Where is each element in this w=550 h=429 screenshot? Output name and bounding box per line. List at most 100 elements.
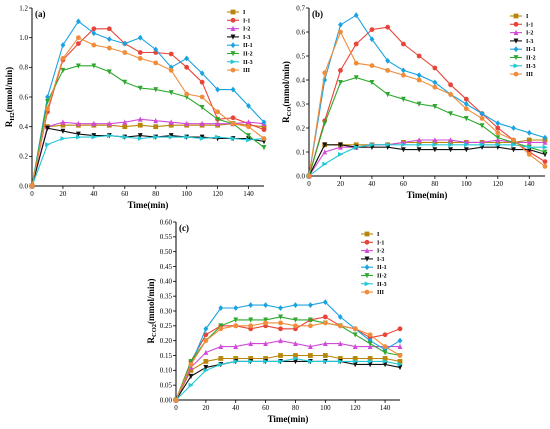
data-point xyxy=(278,337,283,344)
data-point xyxy=(203,349,209,355)
y-tick-label: 1.2 xyxy=(19,4,28,12)
y-tick-label: 0.4 xyxy=(296,76,305,84)
data-point xyxy=(495,120,501,127)
data-point xyxy=(248,317,254,323)
data-point xyxy=(60,122,66,128)
y-tick-label: 0.4 xyxy=(19,123,28,131)
data-point xyxy=(106,45,112,51)
legend-entry: I xyxy=(377,232,380,238)
data-point xyxy=(416,77,422,83)
x-tick-label: 0 xyxy=(307,180,311,188)
data-point xyxy=(416,147,422,153)
data-point xyxy=(308,302,313,308)
data-point xyxy=(448,82,453,88)
legend-entry: I-3 xyxy=(243,35,250,41)
data-point xyxy=(367,341,373,347)
legend-entry: II-3 xyxy=(377,282,387,288)
data-point xyxy=(91,26,97,32)
data-point xyxy=(397,337,403,344)
data-point xyxy=(352,359,358,364)
data-point xyxy=(448,92,453,97)
data-point xyxy=(106,36,112,43)
data-point xyxy=(353,75,359,81)
data-point xyxy=(45,99,50,105)
data-point xyxy=(153,60,159,66)
data-point xyxy=(293,340,298,347)
data-point xyxy=(479,123,485,129)
data-point xyxy=(448,147,453,153)
series-line-I-1 xyxy=(308,26,546,177)
y-tick-label: 0.0 xyxy=(19,182,28,190)
y-axis-title: RH2(mmol/min) xyxy=(4,67,16,127)
data-point xyxy=(463,116,469,122)
series-I-3 xyxy=(29,125,267,189)
x-tick-label: 60 xyxy=(262,404,270,412)
data-point xyxy=(338,80,343,86)
data-point xyxy=(91,63,97,69)
data-point xyxy=(542,164,548,169)
series-I-3 xyxy=(306,142,548,179)
data-point xyxy=(106,26,112,32)
data-point xyxy=(184,134,190,140)
data-point xyxy=(215,86,220,93)
data-point xyxy=(353,12,359,19)
data-point xyxy=(308,353,313,358)
axis-frame xyxy=(31,8,264,187)
legend-marker xyxy=(513,46,519,53)
data-point xyxy=(542,139,548,145)
data-point xyxy=(60,128,66,134)
data-point xyxy=(137,133,143,139)
series-line-II-1 xyxy=(308,14,546,177)
data-point xyxy=(416,72,422,79)
data-point xyxy=(322,77,328,83)
data-point xyxy=(230,115,236,121)
legend-entry: II-2 xyxy=(243,52,253,58)
data-point xyxy=(230,136,236,141)
y-tick-label: 0.15 xyxy=(160,352,173,360)
data-point xyxy=(278,359,284,364)
data-point xyxy=(526,129,532,136)
data-point xyxy=(416,142,422,148)
data-point xyxy=(401,41,406,47)
panel-label: (c) xyxy=(179,223,189,233)
data-point xyxy=(322,320,328,326)
data-point xyxy=(401,142,407,148)
data-point xyxy=(495,135,501,141)
data-point xyxy=(137,85,143,91)
series-line-I-3 xyxy=(175,360,401,401)
data-point xyxy=(91,30,97,37)
data-point xyxy=(432,137,438,143)
series-line-II-2 xyxy=(308,77,546,177)
data-point xyxy=(397,326,403,332)
y-tick-label: 0.50 xyxy=(160,248,173,256)
x-tick-label: 80 xyxy=(292,404,300,412)
data-point xyxy=(278,314,283,320)
data-point xyxy=(230,86,236,93)
legend-marker xyxy=(513,13,519,19)
data-point xyxy=(382,344,388,349)
x-tick-label: 140 xyxy=(380,404,391,412)
data-point xyxy=(463,106,469,112)
data-point xyxy=(122,119,128,125)
series-line-III xyxy=(31,37,265,187)
legend-entry: II-1 xyxy=(526,47,536,53)
data-point xyxy=(353,60,359,66)
y-tick-label: 0.3 xyxy=(296,100,305,108)
data-point xyxy=(168,134,174,140)
panel-label: (a) xyxy=(35,9,46,19)
legend-entry: I-2 xyxy=(243,27,250,33)
y-axis-title: RCO2(mmol/min) xyxy=(146,279,158,344)
data-point xyxy=(322,299,328,305)
legend-marker xyxy=(513,29,519,35)
series-line-II-2 xyxy=(175,316,401,401)
data-point xyxy=(463,101,469,107)
series-line-I xyxy=(175,354,401,401)
data-point xyxy=(338,21,343,28)
series-III xyxy=(173,320,403,403)
series-line-I-2 xyxy=(308,139,545,177)
data-point xyxy=(76,120,81,127)
x-tick-label: 120 xyxy=(493,180,504,188)
y-tick-label: 0.0 xyxy=(296,172,305,180)
data-point xyxy=(416,53,422,59)
